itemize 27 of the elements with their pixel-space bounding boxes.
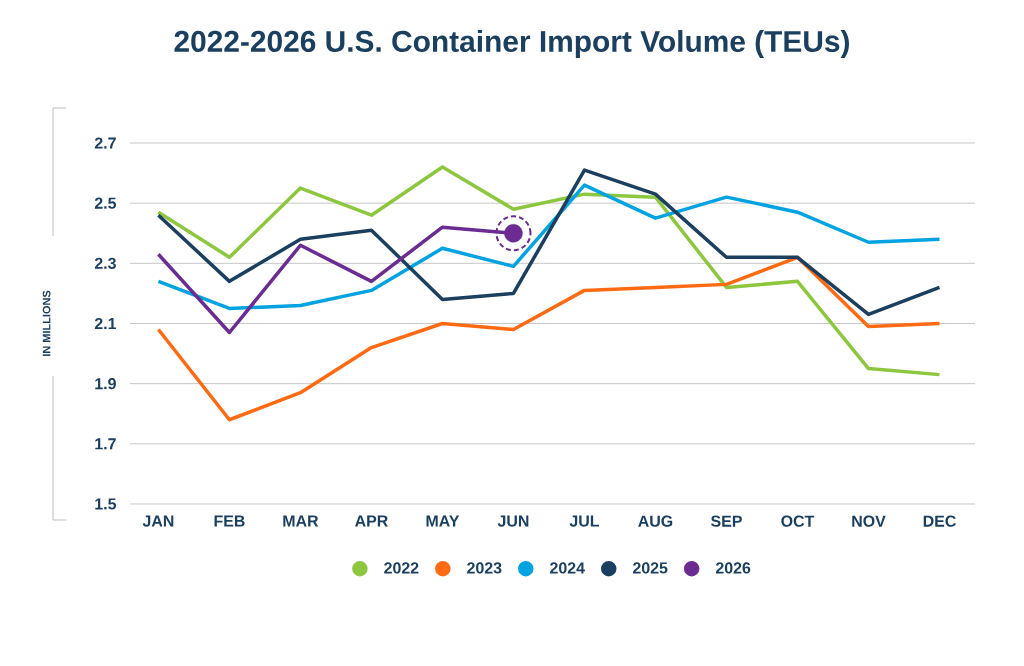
y-tick-label: 1.5 <box>95 498 117 510</box>
y-tick-label: 1.7 <box>95 438 116 450</box>
y-tick-label: 2.5 <box>94 197 117 209</box>
chart-title: 2022-2026 U.S. Container Import Volume (TEUs) <box>174 30 849 58</box>
y-tick-label: 1.9 <box>95 378 116 390</box>
x-tick-label: NOV <box>852 515 886 527</box>
legend-label: 2022 <box>384 562 419 574</box>
x-tick-label: FEB <box>214 515 245 527</box>
x-tick-label: OCT <box>781 515 815 527</box>
x-tick-label: APR <box>355 515 388 527</box>
x-tick-label: SEP <box>710 515 742 527</box>
line-series <box>156 165 942 377</box>
legend-label: 2025 <box>633 562 668 574</box>
x-tick-label: JAN <box>142 515 174 527</box>
x-tick-label: JUN <box>497 515 529 527</box>
legend-label: 2026 <box>715 562 751 574</box>
x-tick-label: DEC <box>923 515 956 527</box>
y-tick-label: 2.3 <box>94 257 116 269</box>
y-tick-label: 2.7 <box>94 137 116 149</box>
x-tick-label: AUG <box>638 515 673 527</box>
legend-label: 2023 <box>467 562 502 574</box>
x-tick-label: MAR <box>283 515 319 527</box>
y-tick-label: 2.1 <box>94 317 117 330</box>
x-tick-label: JUL <box>569 515 600 527</box>
legend-label: 2024 <box>550 562 585 574</box>
y-axis-title: IN MILLIONS <box>42 290 51 356</box>
x-tick-label: MAY <box>426 515 460 527</box>
